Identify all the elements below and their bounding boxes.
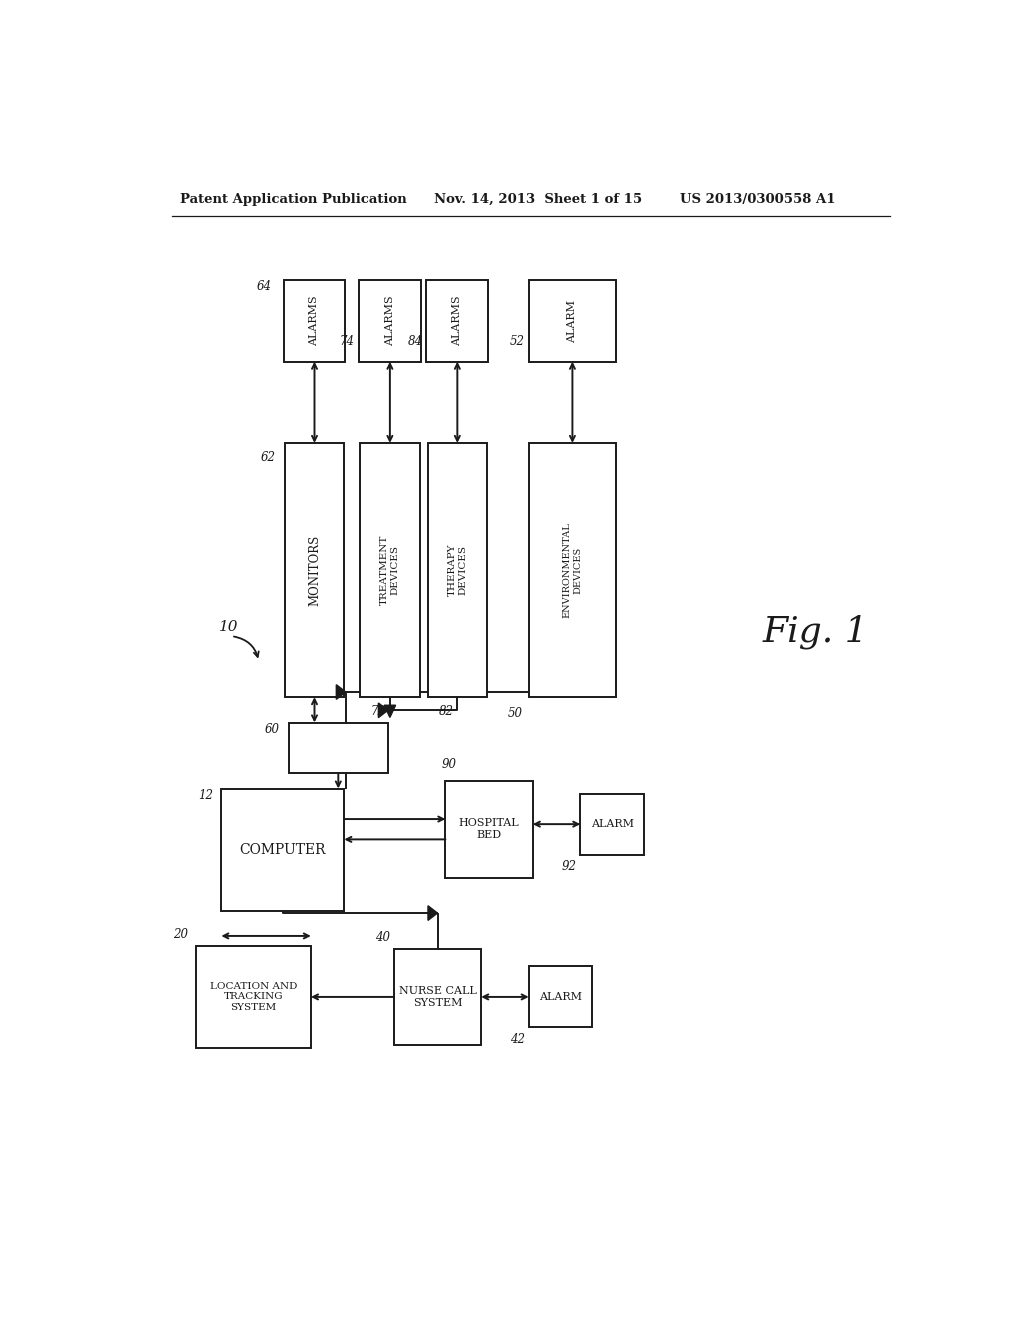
Text: LOCATION AND
TRACKING
SYSTEM: LOCATION AND TRACKING SYSTEM: [210, 982, 297, 1012]
Text: 92: 92: [561, 859, 577, 873]
Text: COMPUTER: COMPUTER: [240, 842, 326, 857]
Text: HOSPITAL
BED: HOSPITAL BED: [459, 818, 519, 840]
FancyBboxPatch shape: [581, 793, 644, 854]
Text: 20: 20: [173, 928, 188, 941]
Text: 64: 64: [257, 280, 271, 293]
FancyBboxPatch shape: [428, 444, 487, 697]
Text: 52: 52: [510, 335, 524, 348]
Text: 60: 60: [264, 722, 280, 735]
Text: 74: 74: [340, 335, 355, 348]
Text: NURSE CALL
SYSTEM: NURSE CALL SYSTEM: [398, 986, 476, 1007]
Text: 82: 82: [438, 705, 454, 718]
Text: Fig. 1: Fig. 1: [763, 614, 868, 648]
Text: ENVIRONMENTAL
DEVICES: ENVIRONMENTAL DEVICES: [563, 523, 582, 618]
Text: 84: 84: [408, 335, 423, 348]
Text: 72: 72: [371, 705, 386, 718]
FancyBboxPatch shape: [284, 280, 345, 362]
Text: ALARM: ALARM: [591, 820, 634, 829]
Text: US 2013/0300558 A1: US 2013/0300558 A1: [680, 193, 835, 206]
FancyBboxPatch shape: [196, 946, 311, 1048]
Text: 42: 42: [510, 1032, 524, 1045]
Polygon shape: [384, 705, 395, 718]
Text: ALARM: ALARM: [539, 991, 582, 1002]
Text: 50: 50: [508, 708, 522, 721]
Text: 10: 10: [219, 620, 239, 634]
FancyBboxPatch shape: [289, 722, 388, 774]
FancyBboxPatch shape: [221, 788, 344, 911]
FancyBboxPatch shape: [394, 949, 481, 1045]
Polygon shape: [379, 704, 388, 718]
FancyBboxPatch shape: [528, 444, 616, 697]
Text: ALARM: ALARM: [567, 300, 578, 342]
FancyBboxPatch shape: [426, 280, 488, 362]
Text: Patent Application Publication: Patent Application Publication: [179, 193, 407, 206]
Text: TREATMENT
DEVICES: TREATMENT DEVICES: [380, 535, 399, 606]
Text: ALARMS: ALARMS: [309, 296, 319, 346]
Text: 62: 62: [260, 451, 275, 465]
FancyBboxPatch shape: [528, 280, 616, 362]
Polygon shape: [428, 906, 437, 920]
Text: ALARMS: ALARMS: [453, 296, 463, 346]
Text: Nov. 14, 2013  Sheet 1 of 15: Nov. 14, 2013 Sheet 1 of 15: [433, 193, 642, 206]
Text: 90: 90: [441, 758, 457, 771]
Text: 40: 40: [375, 931, 390, 944]
Text: MONITORS: MONITORS: [308, 535, 321, 606]
Text: 12: 12: [199, 788, 213, 801]
FancyBboxPatch shape: [528, 966, 592, 1027]
Text: THERAPY
DEVICES: THERAPY DEVICES: [447, 544, 467, 597]
FancyBboxPatch shape: [360, 444, 420, 697]
FancyBboxPatch shape: [285, 444, 344, 697]
FancyBboxPatch shape: [359, 280, 421, 362]
Polygon shape: [336, 685, 346, 700]
FancyBboxPatch shape: [445, 781, 532, 878]
Text: ALARMS: ALARMS: [385, 296, 395, 346]
